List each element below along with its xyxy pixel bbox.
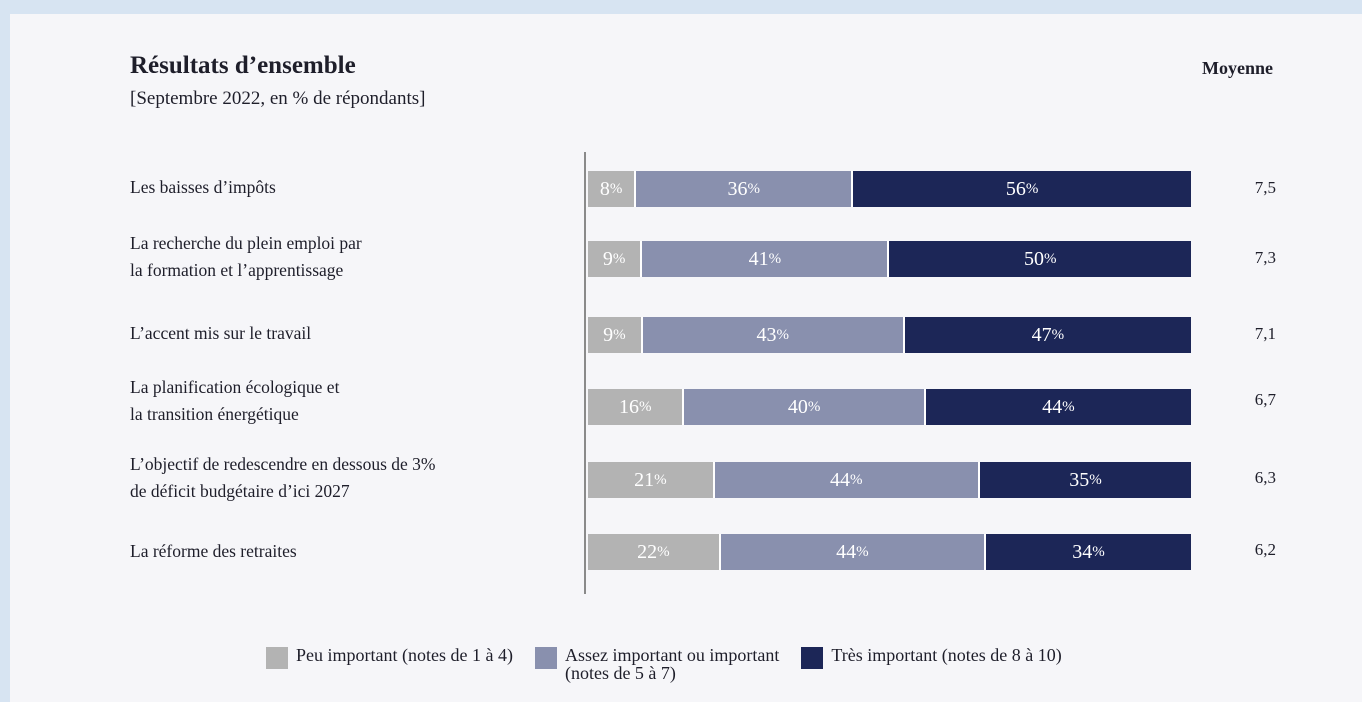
bar-row: 8% 36% 56% — [588, 171, 1191, 207]
bar-segment: 36% — [636, 171, 854, 207]
chart-legend: Peu important (notes de 1 à 4) Assez impo… — [266, 646, 1062, 682]
data-label: 41 — [748, 247, 769, 270]
data-label-unit: % — [1051, 326, 1065, 343]
bar-segment: 50% — [889, 241, 1191, 277]
data-label-unit: % — [612, 250, 626, 267]
legend-swatch — [534, 647, 557, 669]
bar-segment: 22% — [588, 534, 721, 570]
data-label: 21 — [634, 468, 655, 491]
data-label: 50 — [1023, 247, 1044, 270]
chart-title: Résultats d’ensemble — [130, 52, 356, 79]
data-label: 22 — [637, 540, 658, 563]
legend-item: Peu important (notes de 1 à 4) — [266, 646, 513, 682]
data-label-unit: % — [850, 471, 863, 488]
data-label-unit: % — [1025, 180, 1039, 197]
data-label: 40 — [787, 395, 808, 418]
data-label-unit: % — [1062, 398, 1075, 415]
bar-segment: 21% — [588, 462, 715, 498]
legend-label: Très important (notes de 8 à 10) — [831, 645, 1062, 665]
bar-row: 22% 44% 34% — [588, 534, 1191, 570]
data-label-unit: % — [613, 326, 626, 343]
data-label-unit: % — [807, 398, 821, 415]
data-label: 9 — [602, 247, 613, 270]
data-label: 16 — [618, 395, 639, 418]
bar-segment: 9% — [588, 317, 643, 353]
mean-value: 6,7 — [1254, 390, 1276, 409]
data-label-unit: % — [1092, 543, 1105, 560]
mean-value: 7,5 — [1254, 178, 1276, 197]
bar-row: 16% 40% 44% — [588, 389, 1191, 425]
bar-segment: 56% — [853, 171, 1191, 207]
data-label: 43 — [756, 323, 777, 346]
data-label: 9 — [603, 323, 614, 346]
bar-segment: 43% — [642, 317, 905, 353]
category-label: La planification écologique et la transi… — [130, 377, 340, 424]
data-label: 44 — [830, 468, 851, 491]
category-label: L’objectif de redescendre en dessous de … — [130, 454, 436, 501]
data-label-unit: % — [638, 398, 652, 415]
data-label: 34 — [1072, 540, 1093, 563]
data-label: 44 — [1042, 395, 1063, 418]
data-label: 56 — [1005, 177, 1026, 200]
bar-segment: 9% — [588, 241, 643, 277]
mean-value: 6,2 — [1254, 540, 1276, 559]
mean-value: 7,3 — [1254, 248, 1276, 267]
bar-segment: 44% — [714, 462, 980, 498]
bar-segment: 35% — [979, 462, 1191, 498]
data-label: 47 — [1031, 323, 1052, 346]
data-label-unit: % — [856, 543, 869, 560]
bar-segment: 44% — [925, 389, 1191, 425]
category-label: La recherche du plein emploi par la form… — [130, 233, 362, 280]
chart-panel: Résultats d’ensemble [Septembre 2022, en… — [10, 14, 1362, 702]
legend-item: Très important (notes de 8 à 10) — [801, 645, 1062, 682]
data-label: 35 — [1069, 468, 1090, 491]
category-axis-line — [584, 152, 586, 594]
data-label-unit: % — [609, 180, 623, 197]
data-label: 8 — [599, 177, 610, 200]
data-label-unit: % — [768, 250, 782, 267]
category-label: Les baisses d’impôts — [130, 177, 276, 197]
legend-swatch — [801, 647, 824, 669]
data-label-unit: % — [657, 543, 670, 560]
data-label: 36 — [727, 177, 748, 200]
bar-row: 9% 43% 47% — [588, 317, 1191, 353]
category-label: La réforme des retraites — [130, 541, 297, 561]
category-label: L’accent mis sur le travail — [130, 323, 312, 343]
bar-segment: 47% — [904, 317, 1191, 353]
bar-row: 9% 41% 50% — [588, 241, 1191, 277]
data-label-unit: % — [1043, 250, 1057, 267]
data-label-unit: % — [776, 326, 790, 343]
bar-segment: 44% — [720, 534, 986, 570]
bar-segment: 40% — [684, 389, 926, 425]
data-label-unit: % — [747, 180, 761, 197]
mean-column-header: Moyenne — [1202, 58, 1273, 78]
bar-segment: 34% — [985, 534, 1191, 570]
legend-label: Peu important (notes de 1 à 4) — [296, 645, 513, 665]
data-label-unit: % — [654, 471, 667, 488]
bar-row: 21% 44% 35% — [588, 462, 1191, 498]
chart-subtitle: [Septembre 2022, en % de répondants] — [130, 88, 426, 109]
bar-segment: 16% — [588, 389, 685, 425]
legend-item: Assez important ou important (notes de 5… — [534, 645, 780, 683]
bar-segment: 41% — [642, 241, 890, 277]
data-label: 44 — [836, 540, 857, 563]
legend-label: Assez important ou important (notes de 5… — [564, 645, 780, 683]
bar-segment: 8% — [588, 171, 637, 207]
data-label-unit: % — [1089, 471, 1102, 488]
mean-value: 7,1 — [1254, 324, 1276, 343]
legend-swatch — [266, 647, 288, 669]
mean-value: 6,3 — [1254, 468, 1276, 487]
